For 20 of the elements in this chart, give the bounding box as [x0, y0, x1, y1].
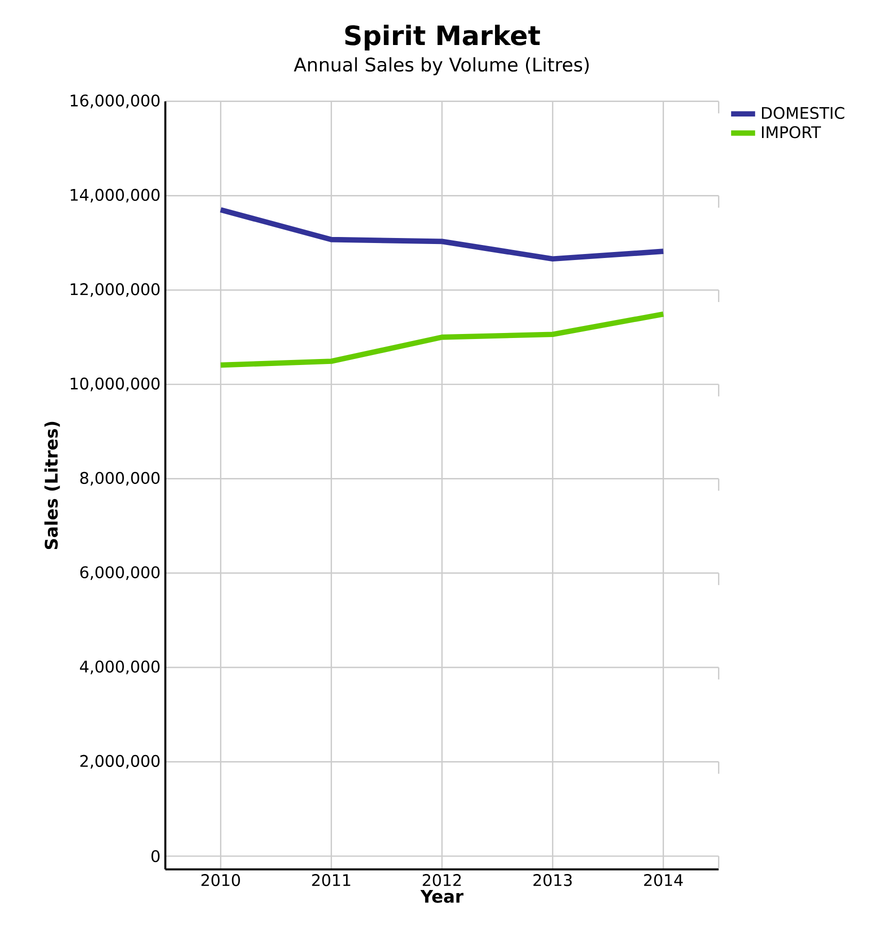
y-tick-label: 14,000,000 — [70, 188, 160, 203]
x-tick-label: 2010 — [201, 874, 240, 886]
y-tick-label: 16,000,000 — [70, 94, 160, 108]
y-tick-label: 0 — [151, 850, 160, 862]
y-tick-label: 4,000,000 — [80, 660, 160, 674]
y-tick-label: 10,000,000 — [70, 378, 160, 392]
x-tick-label: 2012 — [422, 874, 461, 886]
x-axis-title: Year — [420, 890, 464, 903]
legend-label: IMPORT — [762, 126, 822, 138]
chart-title: Spirit Market — [345, 24, 540, 51]
y-tick-label: 2,000,000 — [80, 754, 160, 769]
x-tick-label: 2011 — [312, 874, 350, 886]
y-tick-label: 6,000,000 — [80, 566, 160, 580]
legend-label: DOMESTIC — [762, 106, 844, 120]
y-axis-title: Sales (Litres) — [44, 422, 60, 550]
x-tick-label: 2013 — [533, 874, 572, 886]
chart-subtitle: Annual Sales by Volume (Litres) — [294, 57, 589, 76]
x-tick-label: 2014 — [644, 874, 683, 886]
y-tick-label: 8,000,000 — [80, 472, 160, 486]
y-tick-label: 12,000,000 — [70, 283, 160, 297]
